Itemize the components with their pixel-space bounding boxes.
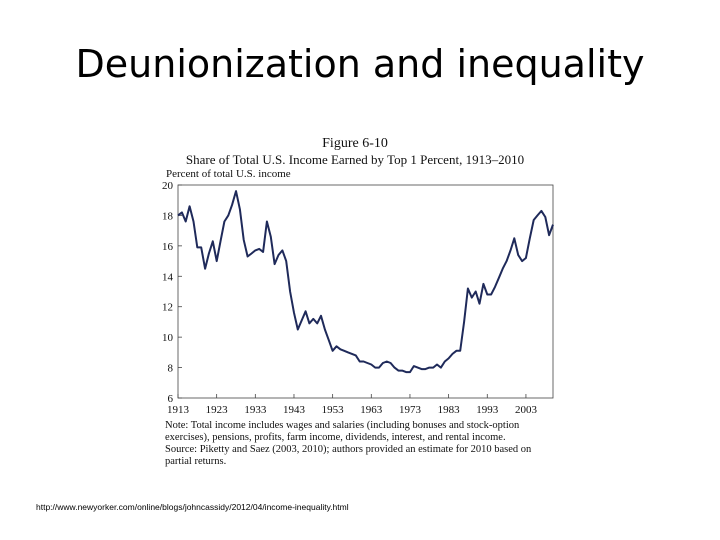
y-tick-label: 14 [162,271,174,283]
figure-note: Note: Total income includes wages and sa… [165,420,565,468]
x-tick-label: 1963 [360,404,383,416]
x-tick-label: 1933 [244,404,266,416]
x-tick-label: 1913 [167,404,190,416]
x-tick-label: 1983 [438,404,461,416]
note-line: partial returns. [165,456,227,467]
slide-title: Deunionization and inequality [75,42,645,86]
chart-title: Share of Total U.S. Income Earned by Top… [185,152,525,167]
note-line: Source: Piketty and Saez (2003, 2010); a… [165,444,532,455]
y-tick-label: 20 [162,180,174,192]
y-tick-label: 10 [162,332,174,344]
y-tick-label: 16 [162,241,174,253]
y-tick-label: 12 [162,302,173,314]
x-tick-label: 1953 [322,404,345,416]
line-chart: 6 8 10 12 14 16 18 20 1913 1923 1933 1943 1953 1963 19… [162,180,554,416]
x-tick-label: 1943 [283,404,306,416]
note-line: exercises), pensions, profits, farm inco… [165,432,506,443]
figure: Figure 6-10 Share of Total U.S. Income E… [140,132,570,472]
plot-frame [177,184,554,399]
x-tick-label: 1923 [206,404,229,416]
y-tick-label: 18 [162,210,174,222]
x-tick-label: 1993 [476,404,499,416]
x-tick-label: 2003 [515,404,538,416]
source-url: http://www.newyorker.com/online/blogs/jo… [36,502,349,512]
x-tick-label: 1973 [399,404,422,416]
note-line: Note: Total income includes wages and sa… [165,420,520,431]
y-tick-label: 6 [168,393,174,405]
y-tick-label: 8 [168,363,174,375]
figure-number: Figure 6-10 [322,136,388,151]
y-axis-label: Percent of total U.S. income [166,168,291,180]
series-line-top-1-percent [177,190,554,374]
